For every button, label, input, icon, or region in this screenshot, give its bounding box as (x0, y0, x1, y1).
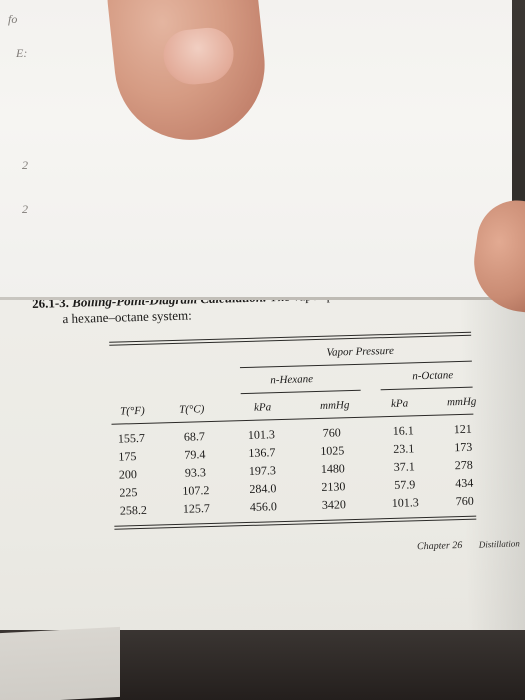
folded-glyph: 2 (22, 158, 28, 172)
cell-tc: 107.2 (182, 483, 210, 498)
cell-hexane-mmhg: 3420 (321, 497, 347, 512)
col-header-tf: T(°F) (119, 404, 145, 418)
fingernail (161, 25, 237, 88)
cell-hexane-mmhg: 2130 (321, 479, 346, 494)
adjacent-page (0, 626, 120, 700)
folded-glyph: fo (8, 12, 18, 26)
cell-tf: 200 (118, 467, 138, 482)
cell-tc: 79.4 (184, 447, 206, 462)
col-header-tc: T(°C) (178, 403, 205, 416)
cell-hexane-kpa: 136.7 (248, 445, 276, 460)
book-spine-area (0, 626, 525, 700)
vapor-pressure-rule (239, 360, 472, 369)
cell-tf: 258.2 (119, 502, 148, 518)
cell-octane-kpa: 57.9 (394, 477, 416, 492)
cell-tf: 175 (118, 449, 137, 464)
cell-tc: 125.7 (182, 501, 211, 516)
table-bottom-rule (114, 515, 477, 527)
table-top-rule (109, 331, 472, 343)
cell-hexane-mmhg: 1480 (320, 461, 346, 476)
vapor-pressure-header: Vapor Pressure (326, 344, 395, 359)
cell-hexane-kpa: 101.3 (247, 427, 276, 442)
cell-tf: 155.7 (117, 430, 146, 446)
cell-octane-kpa: 16.1 (392, 423, 414, 438)
col-header-octane-kpa: kPa (390, 397, 409, 410)
n-hexane-rule (240, 389, 361, 395)
n-octane-rule (380, 386, 473, 391)
cell-octane-kpa: 23.1 (393, 441, 415, 456)
cell-hexane-mmhg: 760 (322, 425, 342, 440)
cell-tf: 225 (119, 485, 138, 500)
chapter-label: Chapter 26 (416, 540, 463, 553)
cell-hexane-kpa: 284.0 (249, 481, 277, 496)
col-header-octane-mmhg: mmHg (446, 395, 477, 409)
table-header-rule (111, 413, 474, 425)
cell-octane-mmhg: 173 (454, 439, 473, 455)
cell-octane-mmhg: 760 (455, 493, 474, 509)
cell-tc: 68.7 (183, 429, 206, 444)
col-header-hexane-mmhg: mmHg (319, 399, 350, 412)
col-header-hexane-kpa: kPa (253, 401, 272, 414)
cell-octane-mmhg: 434 (455, 475, 474, 491)
cell-hexane-mmhg: 1025 (320, 443, 345, 458)
cell-octane-mmhg: 278 (454, 457, 473, 473)
cell-octane-kpa: 101.3 (391, 495, 419, 510)
n-octane-header: n-Octane (412, 369, 454, 383)
section-label: Distillation (478, 538, 520, 550)
folded-glyph: 2 (22, 202, 28, 216)
page-footer: Chapter 26 Distillation (417, 538, 520, 552)
n-hexane-header: n-Hexane (270, 373, 314, 387)
folded-glyph: E: (16, 46, 28, 60)
cell-octane-kpa: 37.1 (393, 459, 415, 474)
paper-edge (0, 297, 512, 300)
cell-hexane-kpa: 197.3 (248, 463, 277, 478)
cell-hexane-kpa: 456.0 (249, 499, 278, 514)
cell-tc: 93.3 (184, 465, 207, 480)
cell-octane-mmhg: 121 (453, 421, 472, 437)
